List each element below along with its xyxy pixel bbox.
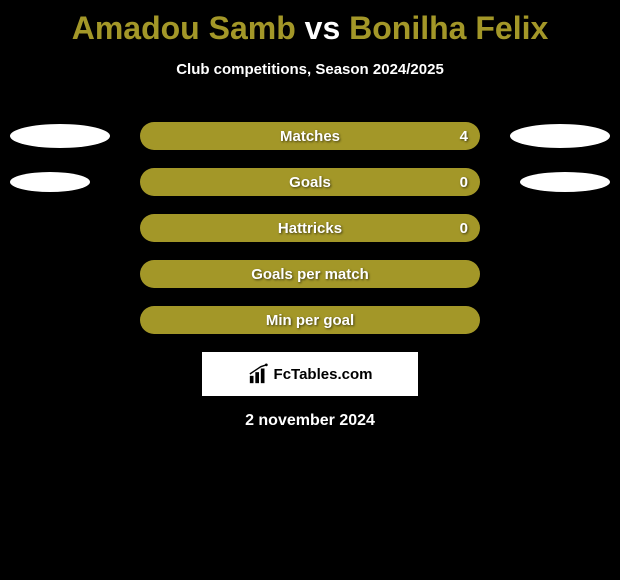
stat-bar: Goals per match — [140, 260, 480, 288]
stat-label: Goals per match — [140, 266, 480, 283]
stat-value: 0 — [460, 220, 468, 237]
player1-name: Amadou Samb — [72, 10, 296, 46]
left-ellipse — [10, 124, 110, 148]
stat-label: Goals — [140, 174, 480, 191]
stat-bar: Matches4 — [140, 122, 480, 150]
stat-label: Hattricks — [140, 220, 480, 237]
stat-row: Goals per match — [0, 260, 620, 288]
stat-value: 4 — [460, 128, 468, 145]
stat-row: Goals0 — [0, 168, 620, 196]
player2-name: Bonilha Felix — [349, 10, 548, 46]
stat-bar: Hattricks0 — [140, 214, 480, 242]
stat-bar: Goals0 — [140, 168, 480, 196]
logo-chart-icon — [248, 363, 270, 385]
page-title: Amadou Samb vs Bonilha Felix — [0, 0, 620, 47]
stat-row: Matches4 — [0, 122, 620, 150]
left-ellipse — [10, 172, 90, 192]
right-ellipse — [520, 172, 610, 192]
stat-bar: Min per goal — [140, 306, 480, 334]
subtitle: Club competitions, Season 2024/2025 — [0, 61, 620, 78]
right-ellipse — [510, 124, 610, 148]
stat-row: Min per goal — [0, 306, 620, 334]
logo-box: FcTables.com — [202, 352, 418, 396]
stat-row: Hattricks0 — [0, 214, 620, 242]
vs-text: vs — [305, 10, 341, 46]
stat-label: Matches — [140, 128, 480, 145]
bars-container: Matches4Goals0Hattricks0Goals per matchM… — [0, 122, 620, 334]
stat-value: 0 — [460, 174, 468, 191]
stat-label: Min per goal — [140, 312, 480, 329]
date-text: 2 november 2024 — [0, 412, 620, 430]
logo-text: FcTables.com — [274, 366, 373, 383]
